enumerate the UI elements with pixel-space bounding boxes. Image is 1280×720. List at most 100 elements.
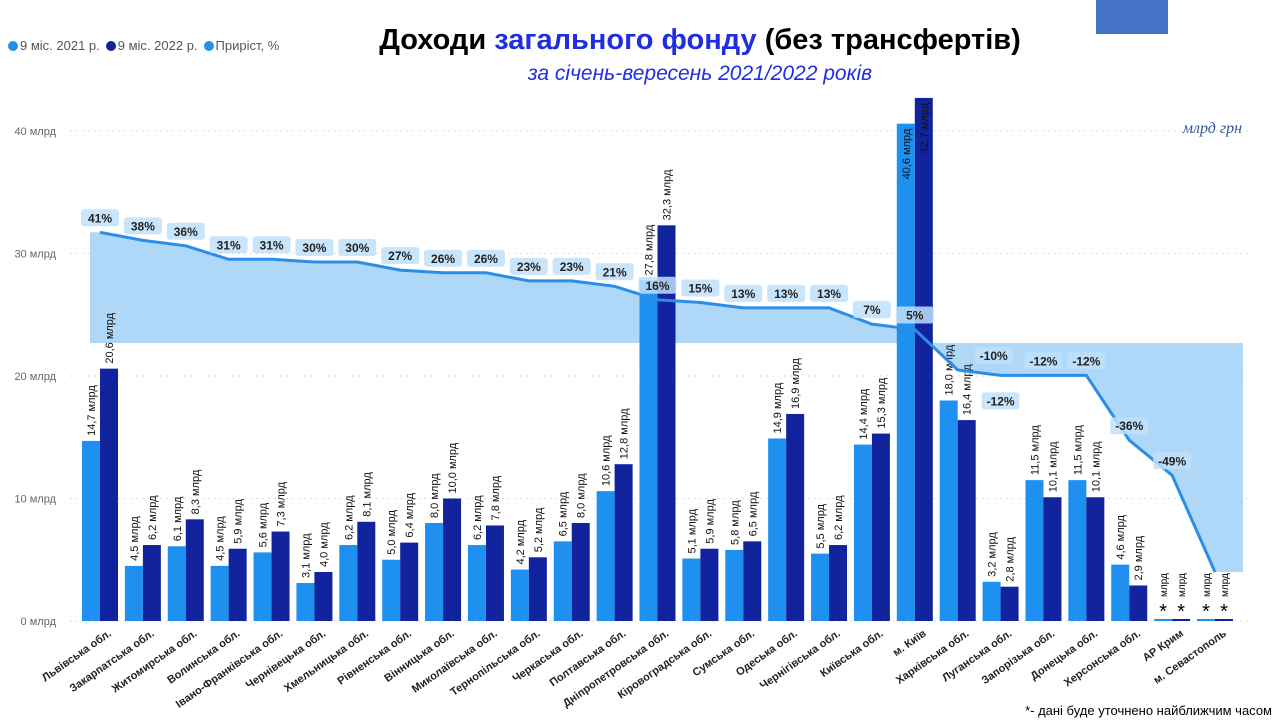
bar-value-label: 11,5 млрд xyxy=(1072,425,1084,475)
growth-label: 36% xyxy=(174,225,198,239)
legend-label: 9 міс. 2021 р. xyxy=(20,38,100,53)
category-label: м. Севастополь xyxy=(1151,627,1228,686)
bar-2021 xyxy=(768,438,787,621)
bar-2021 xyxy=(682,558,701,621)
bar-2022 xyxy=(314,572,333,621)
bar-value-label: 5,5 млрд xyxy=(815,503,827,548)
bar-value-label: 2,8 млрд xyxy=(1005,537,1017,582)
legend-item-growth[interactable]: Приріст, % xyxy=(203,38,279,53)
growth-label-bg xyxy=(1067,352,1106,370)
unit-label: млрд грн xyxy=(1182,120,1242,137)
bar-value-label: 4,5 млрд xyxy=(129,516,141,561)
growth-label-bg xyxy=(810,284,849,302)
growth-label-bg xyxy=(123,217,162,235)
title-highlight: загального фонду xyxy=(494,24,757,56)
footnote: *- дані буде уточнено найближчим часом xyxy=(1025,703,1272,718)
bar-2021 xyxy=(167,546,186,621)
growth-label: 41% xyxy=(88,211,112,225)
growth-label: 38% xyxy=(131,219,155,233)
growth-label-bg xyxy=(466,249,505,267)
bar-value-label: 8,0 млрд xyxy=(576,473,588,518)
bar-value-label: млрд xyxy=(1202,573,1213,597)
bar-2022 xyxy=(271,531,290,621)
bar-value-label: 6,5 млрд xyxy=(558,491,570,536)
bar-value-label: 16,9 млрд xyxy=(790,358,802,409)
bar-2022 xyxy=(185,519,204,621)
bar-2021 xyxy=(510,569,529,621)
bar-value-label: 8,3 млрд xyxy=(190,469,202,514)
growth-label: 30% xyxy=(345,241,369,255)
legend-label: 9 міс. 2022 р. xyxy=(117,38,198,53)
bar-value-label: 3,1 млрд xyxy=(300,533,312,578)
growth-label: -12% xyxy=(1029,354,1057,368)
category-label: Запорізька обл. xyxy=(980,628,1058,687)
y-tick-label: 10 млрд xyxy=(14,494,56,506)
bar-2021 xyxy=(725,549,744,621)
bar-2021 xyxy=(896,123,915,622)
y-tick-label: 40 млрд xyxy=(14,126,56,138)
bar-2022 xyxy=(914,97,933,622)
bar-2022 xyxy=(1172,619,1191,621)
growth-label-bg xyxy=(767,284,806,302)
bar-2022 xyxy=(528,557,547,621)
bar-value-label: 18,0 млрд xyxy=(944,344,956,395)
growth-label: -10% xyxy=(980,349,1008,363)
corner-decoration xyxy=(1096,0,1168,34)
growth-area xyxy=(90,232,1243,573)
bar-2021 xyxy=(1111,564,1130,621)
bar-value-label: 5,9 млрд xyxy=(233,499,245,544)
bar-2022 xyxy=(228,548,247,621)
growth-label-bg xyxy=(981,392,1020,410)
bar-2022 xyxy=(485,525,504,621)
title-part: Доходи xyxy=(379,24,495,56)
growth-label: 16% xyxy=(645,279,669,293)
bar-2021 xyxy=(1154,619,1173,621)
bar-value-label: млрд xyxy=(1220,573,1231,597)
y-tick-label: 20 млрд xyxy=(14,371,56,383)
bar-value-label: 11,5 млрд xyxy=(1029,425,1041,475)
bar-2022 xyxy=(786,413,805,621)
bar-value-label: 10,0 млрд xyxy=(447,442,459,493)
bar-2021 xyxy=(382,559,401,621)
category-label: м. Київ xyxy=(891,627,929,659)
legend: 9 міс. 2021 р. 9 міс. 2022 р. Приріст, % xyxy=(8,38,279,53)
bar-2021 xyxy=(1197,619,1215,621)
growth-label: 31% xyxy=(217,238,241,252)
y-tick-label: 0 млрд xyxy=(21,616,57,628)
growth-label-bg xyxy=(338,239,377,256)
bar-value-label: 27,8 млрд xyxy=(644,224,656,275)
growth-label: 7% xyxy=(863,303,881,317)
missing-marker: * xyxy=(1159,601,1167,623)
bar-value-label: 6,2 млрд xyxy=(147,495,159,540)
bar-2021 xyxy=(939,400,958,621)
bar-value-label: 6,5 млрд xyxy=(747,491,759,536)
bar-value-label: 6,2 млрд xyxy=(833,495,845,540)
bar-2021 xyxy=(1025,480,1044,621)
growth-label: 15% xyxy=(688,282,712,296)
missing-marker: * xyxy=(1220,601,1228,623)
bar-value-label: 14,4 млрд xyxy=(858,388,870,439)
bar-value-label: 42,7 млрд xyxy=(919,102,931,153)
bar-2021 xyxy=(210,565,229,621)
bar-2021 xyxy=(467,545,486,621)
missing-marker: * xyxy=(1202,601,1210,623)
growth-label: 26% xyxy=(474,252,498,266)
bar-2021 xyxy=(596,491,615,621)
growth-label-bg xyxy=(381,247,420,265)
bar-value-label: 8,1 млрд xyxy=(361,472,373,517)
bar-2022 xyxy=(1043,497,1062,621)
bar-2021 xyxy=(296,583,315,621)
bar-value-label: 20,6 млрд xyxy=(104,312,116,363)
legend-item-2022[interactable]: 9 міс. 2022 р. xyxy=(105,38,198,53)
legend-item-2021[interactable]: 9 міс. 2021 р. xyxy=(8,38,100,53)
missing-marker: * xyxy=(1177,601,1185,623)
bar-value-label: млрд xyxy=(1159,573,1170,597)
bar-2022 xyxy=(957,420,976,621)
bar-value-label: 4,2 млрд xyxy=(515,519,527,564)
growth-label-bg xyxy=(295,239,334,256)
bar-2022 xyxy=(1086,497,1105,621)
bar-value-label: 4,0 млрд xyxy=(318,522,330,567)
bar-value-label: 12,8 млрд xyxy=(619,408,631,459)
